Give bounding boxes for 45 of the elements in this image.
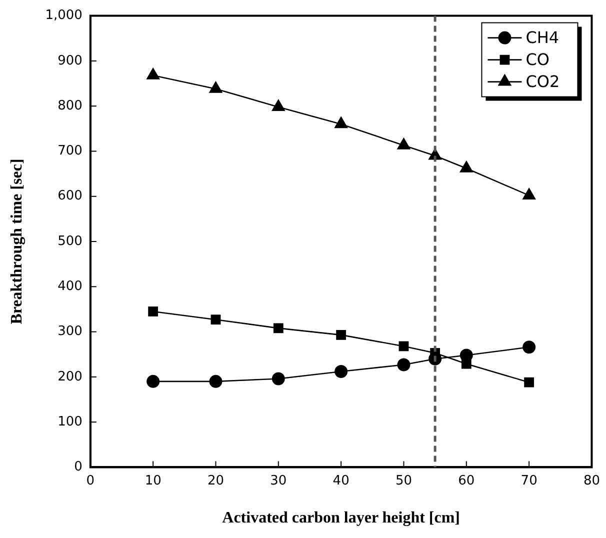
point <box>336 330 346 340</box>
y-tick-label: 400 <box>58 279 82 294</box>
x-tick-label: 60 <box>458 473 475 488</box>
point <box>272 372 285 386</box>
point <box>209 374 222 388</box>
y-tick-label: 600 <box>58 188 82 204</box>
point <box>397 358 410 372</box>
point <box>208 80 223 93</box>
point <box>460 348 473 362</box>
x-tick-label: 40 <box>332 473 350 488</box>
y-tick-label: 900 <box>58 53 82 68</box>
point <box>146 374 160 388</box>
y-axis-title: Breakthrough time [sec] <box>8 158 26 324</box>
point <box>524 377 534 388</box>
legend-label: CO2 <box>526 72 560 91</box>
y-tick-label: 200 <box>58 369 82 384</box>
point <box>398 341 409 352</box>
x-tick-label: 50 <box>395 473 412 488</box>
x-tick-label: 80 <box>583 473 600 488</box>
y-tick-label: 1,000 <box>45 8 82 24</box>
y-tick-label: 100 <box>58 414 82 430</box>
point <box>334 365 348 378</box>
x-tick-label: 0 <box>86 473 95 488</box>
x-tick-label: 10 <box>144 473 162 488</box>
point <box>146 67 160 80</box>
point <box>522 340 536 354</box>
point <box>273 323 284 334</box>
x-tick-label: 30 <box>270 473 287 488</box>
point <box>210 314 221 325</box>
point <box>459 160 474 172</box>
y-tick-label: 700 <box>58 144 82 159</box>
x-tick-label: 70 <box>520 473 538 488</box>
x-tick-label: 20 <box>207 473 224 488</box>
point <box>271 98 286 111</box>
y-tick-label: 300 <box>58 324 82 340</box>
y-tick-label: 500 <box>58 234 82 249</box>
x-axis-title: Activated carbon layer height [cm] <box>222 510 460 527</box>
point <box>396 137 411 150</box>
point <box>148 306 158 316</box>
legend-label: CO <box>526 50 550 69</box>
y-tick-label: 800 <box>58 98 82 114</box>
legend-label: CH4 <box>526 28 560 47</box>
point <box>334 116 348 128</box>
point <box>522 187 536 200</box>
y-tick-label: 0 <box>74 460 82 475</box>
